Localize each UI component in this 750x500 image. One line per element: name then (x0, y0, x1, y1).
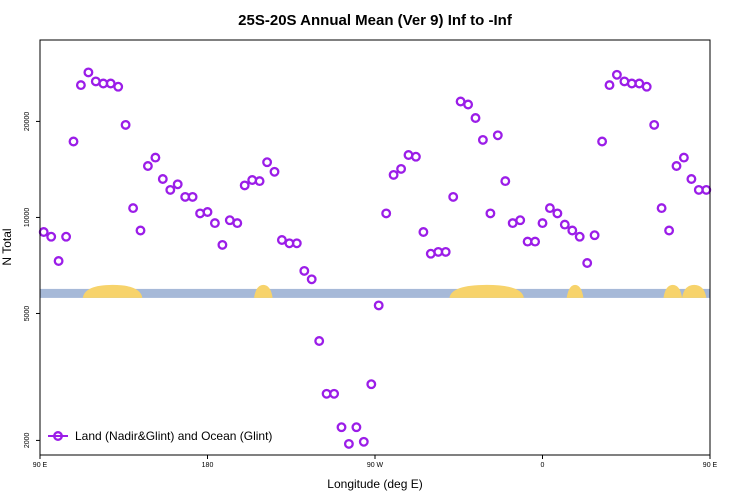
data-point (165, 184, 176, 195)
data-point (671, 161, 682, 171)
data-point (552, 208, 563, 219)
data-point (343, 438, 354, 449)
data-point (530, 236, 541, 247)
data-point (515, 215, 526, 226)
data-point (463, 99, 474, 110)
data-point (641, 81, 652, 92)
land-segment (566, 284, 584, 298)
data-point (492, 130, 503, 141)
data-point (485, 208, 496, 219)
data-point (276, 235, 287, 245)
data-point (388, 169, 399, 180)
surface-band (40, 284, 710, 298)
data-point (537, 218, 548, 229)
data-point (678, 152, 689, 163)
data-point (46, 231, 57, 242)
land-segment (449, 284, 524, 298)
data-point (217, 239, 228, 250)
data-point (239, 180, 250, 191)
data-point (373, 300, 384, 311)
data-point (329, 388, 340, 399)
land-segment (663, 284, 683, 298)
x-tick-label: 180 (202, 462, 214, 469)
data-point (574, 231, 585, 242)
x-axis-ticks: 90 E 180 90 W 0 90 E (33, 455, 718, 469)
data-point (172, 179, 183, 190)
y-tick-label: 20000 (24, 112, 31, 132)
data-point (500, 176, 511, 187)
data-point (291, 238, 302, 249)
data-point (150, 152, 161, 163)
land-segment (682, 284, 707, 298)
data-point (582, 258, 593, 268)
y-tick-label: 5000 (24, 306, 31, 322)
data-point (418, 227, 429, 237)
data-point (686, 174, 697, 184)
data-point (410, 151, 421, 162)
data-point (157, 174, 168, 184)
data-point (53, 256, 64, 266)
data-point (314, 336, 325, 346)
data-point (299, 265, 310, 276)
data-point (187, 191, 198, 202)
data-point (61, 231, 72, 242)
data-point (567, 225, 578, 236)
data-points (38, 67, 712, 449)
data-point (604, 80, 615, 91)
data-point (202, 207, 213, 217)
data-point (664, 225, 675, 236)
data-point (209, 218, 220, 229)
land-segment (254, 284, 273, 298)
data-point (448, 191, 459, 202)
legend: Land (Nadir&Glint) and Ocean (Glint) (48, 429, 272, 443)
y-tick-label: 2000 (24, 433, 31, 449)
data-point (544, 203, 555, 214)
x-tick-label: 90 W (367, 462, 384, 469)
data-point (306, 274, 317, 285)
data-point (128, 203, 139, 214)
data-point (351, 422, 362, 433)
legend-label: Land (Nadir&Glint) and Ocean (Glint) (75, 429, 272, 443)
data-point (269, 166, 280, 177)
data-point (262, 157, 273, 168)
data-point (135, 225, 146, 236)
data-point (396, 163, 407, 174)
data-point (120, 119, 131, 130)
x-axis-label: Longitude (deg E) (327, 477, 422, 491)
data-point (254, 176, 265, 187)
data-point (75, 80, 86, 91)
data-point (611, 69, 622, 80)
data-point (477, 134, 488, 145)
legend-marker (53, 431, 63, 441)
x-tick-label: 90 E (703, 462, 718, 469)
data-point (470, 113, 481, 123)
data-point (232, 218, 243, 229)
data-point (83, 67, 94, 78)
ocean-band (40, 288, 710, 298)
y-axis-ticks: 2000 5000 10000 20000 (24, 112, 40, 449)
data-point (559, 219, 570, 230)
data-point (336, 422, 347, 433)
data-point (440, 246, 451, 257)
y-axis-label: N Total (0, 228, 14, 265)
data-point (589, 230, 600, 241)
data-point (68, 136, 79, 147)
data-point (381, 208, 392, 219)
y-tick-label: 10000 (24, 208, 31, 228)
data-point (142, 161, 153, 171)
x-tick-label: 0 (541, 462, 545, 469)
data-point (649, 119, 660, 130)
land-segment (82, 284, 143, 298)
chart-title: 25S-20S Annual Mean (Ver 9) Inf to -Inf (238, 12, 513, 29)
data-point (597, 136, 608, 147)
data-point (366, 379, 377, 390)
data-point (113, 81, 124, 92)
x-tick-label: 90 E (33, 462, 48, 469)
data-point (358, 436, 369, 447)
data-point (656, 203, 667, 214)
